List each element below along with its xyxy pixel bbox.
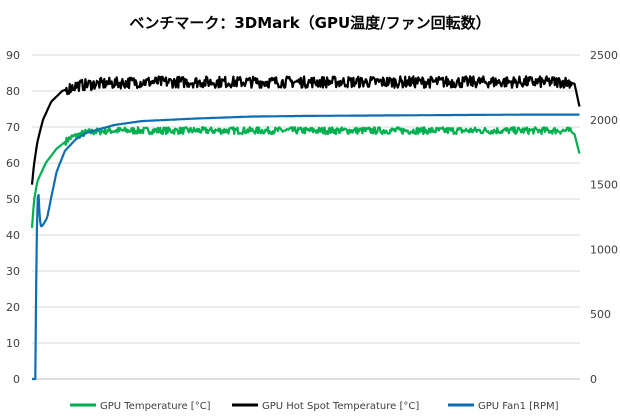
chart-title: ベンチマーク：3DMark（GPU温度/ファン回転数） (129, 14, 490, 32)
left-axis-tick-label: 50 (6, 193, 20, 206)
right-axis-tick-label: 1500 (590, 179, 618, 192)
right-axis-tick-label: 2000 (590, 114, 618, 127)
series-line-2 (31, 113, 580, 381)
left-axis-tick-label: 80 (6, 85, 20, 98)
series-line-0 (30, 126, 581, 228)
left-axis-tick-label: 70 (6, 121, 20, 134)
left-axis-tick-label: 10 (6, 337, 20, 350)
legend-label-1: GPU Hot Spot Temperature [°C] (262, 401, 419, 412)
left-axis-tick-label: 0 (13, 373, 20, 386)
left-axis-tick-label: 60 (6, 157, 20, 170)
right-axis-tick-label: 2500 (590, 49, 618, 62)
right-axis-tick-label: 500 (590, 308, 611, 321)
left-axis-tick-label: 30 (6, 265, 20, 278)
series-line-1 (30, 75, 581, 185)
legend-label-0: GPU Temperature [°C] (100, 401, 211, 412)
legend-label-2: GPU Fan1 [RPM] (478, 401, 559, 412)
right-axis-tick-label: 1000 (590, 243, 618, 256)
left-axis-tick-label: 40 (6, 229, 20, 242)
right-axis-tick-label: 0 (590, 373, 597, 386)
left-axis-tick-label: 20 (6, 301, 20, 314)
left-axis-tick-label: 90 (6, 49, 20, 62)
